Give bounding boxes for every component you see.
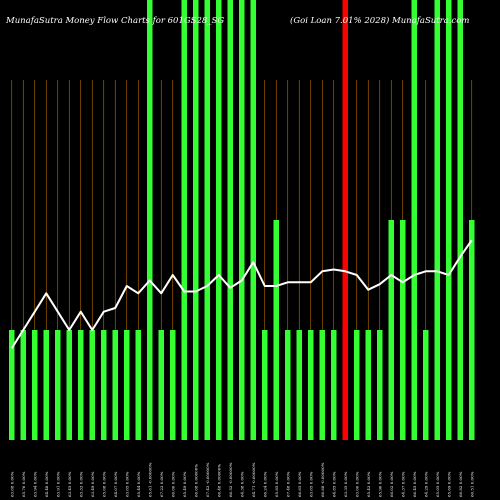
x-tick-label: 66.45 0.00% <box>412 471 417 497</box>
x-tick-label: 64.38 0.00% <box>239 471 244 497</box>
x-tick-label: 66.51 0.00% <box>469 471 474 497</box>
x-tick-label: 63.05 0.00% <box>308 471 313 497</box>
bar <box>170 330 176 440</box>
x-tick-label: 63.45 0.00% <box>67 471 72 497</box>
x-tick-label: 67.23 0.00% <box>159 471 164 497</box>
x-tick-label: 65.90 0.00% <box>377 471 382 497</box>
bar <box>32 330 38 440</box>
bar <box>216 0 222 440</box>
x-tick-label: 63.05 0.00% <box>124 471 129 497</box>
x-tick-label: 66.08 0.00000% <box>193 464 198 497</box>
bar <box>262 330 268 440</box>
x-tick-label: 66.52 -0.00000% <box>228 462 233 497</box>
x-tick-label: 63.08 0.00% <box>9 471 14 497</box>
x-tick-label: 63.94 0.00% <box>32 471 37 497</box>
bar <box>250 0 256 440</box>
bar <box>124 330 130 440</box>
bar <box>354 330 360 440</box>
bar <box>193 0 199 440</box>
bar <box>89 330 95 440</box>
x-tick-label: 63.00 0.00% <box>354 471 359 497</box>
bar <box>365 330 371 440</box>
x-tick-label: 64.71 -0.00000% <box>251 462 256 497</box>
x-tick-label: 65.05 0.00% <box>435 471 440 497</box>
x-tick-label: 65.49 0.00% <box>182 471 187 497</box>
bar <box>331 330 337 440</box>
x-tick-label: 64.48 0.00% <box>44 471 49 497</box>
x-tick-label: 65.76 0.00% <box>21 471 26 497</box>
bar <box>112 330 118 440</box>
x-tick-label: 64.29 0.00% <box>423 471 428 497</box>
x-tick-label: 65.69 0.00% <box>446 471 451 497</box>
bar <box>239 0 245 440</box>
bar <box>101 330 107 440</box>
x-tick-label: 64.07 0.00% <box>113 471 118 497</box>
x-tick-label: 65.61 -0.00000% <box>147 462 152 497</box>
bar <box>158 330 164 440</box>
x-tick-label: 66.65 0.00% <box>297 471 302 497</box>
bar <box>423 330 429 440</box>
bar <box>20 330 26 440</box>
bar <box>434 0 440 440</box>
x-tick-label: 66.00 0.00% <box>170 471 175 497</box>
x-tick-label: 67.43 -0.00000% <box>205 462 210 497</box>
bar <box>469 220 475 440</box>
bar <box>400 220 406 440</box>
x-tick-label: 65.44 0.00% <box>136 471 141 497</box>
bars <box>9 0 475 440</box>
x-tick-label: 66.68 -0.00000% <box>320 462 325 497</box>
bar <box>9 330 15 440</box>
x-tick-label: 63.33 0.00% <box>78 471 83 497</box>
x-axis-labels: 63.08 0.00% 65.76 0.00% 63.94 0.00% 64.48 0… <box>9 462 474 497</box>
x-tick-label: 63.49 0.00% <box>90 471 95 497</box>
bar <box>411 0 417 440</box>
bar <box>457 0 463 440</box>
x-tick-label: 64.85 0.00% <box>331 471 336 497</box>
chart-title: MunafaSutra Money Flow Charts for 601GS2… <box>5 16 224 26</box>
x-tick-label: 65.85 0.00% <box>274 471 279 497</box>
x-tick-label: 63.35 0.00% <box>343 471 348 497</box>
x-tick-label: 66.02 0.00% <box>389 471 394 497</box>
bar <box>446 0 452 440</box>
bar <box>55 330 61 440</box>
bar <box>377 330 383 440</box>
chart-subtitle: (Goi Loan 7.01% 2028) MunafaSutra.com <box>290 15 469 26</box>
bar <box>285 330 291 440</box>
x-tick-label: 66.24 0.00% <box>262 471 267 497</box>
x-tick-label: 65.08 0.00% <box>101 471 106 497</box>
flow-line <box>10 239 473 349</box>
bar <box>227 0 233 440</box>
x-tick-label: 66.82 0.00% <box>458 471 463 497</box>
x-tick-label: 64.37 0.00% <box>400 471 405 497</box>
bar <box>342 0 348 440</box>
bar <box>78 330 84 440</box>
bar <box>204 0 210 440</box>
x-tick-label: 63.91 0.00% <box>55 471 60 497</box>
bar <box>135 330 141 440</box>
bar <box>147 0 153 440</box>
x-tick-label: 66.48 0.00000% <box>216 464 221 497</box>
bar <box>181 0 187 440</box>
bar <box>319 330 325 440</box>
bar <box>43 330 49 440</box>
flow-line-path <box>10 239 473 349</box>
bar <box>308 330 314 440</box>
bar <box>273 220 279 440</box>
bar <box>388 220 394 440</box>
bar <box>296 330 302 440</box>
bar <box>66 330 72 440</box>
x-tick-label: 65.43 0.00% <box>366 471 371 497</box>
x-tick-label: 67.48 0.00% <box>285 471 290 497</box>
